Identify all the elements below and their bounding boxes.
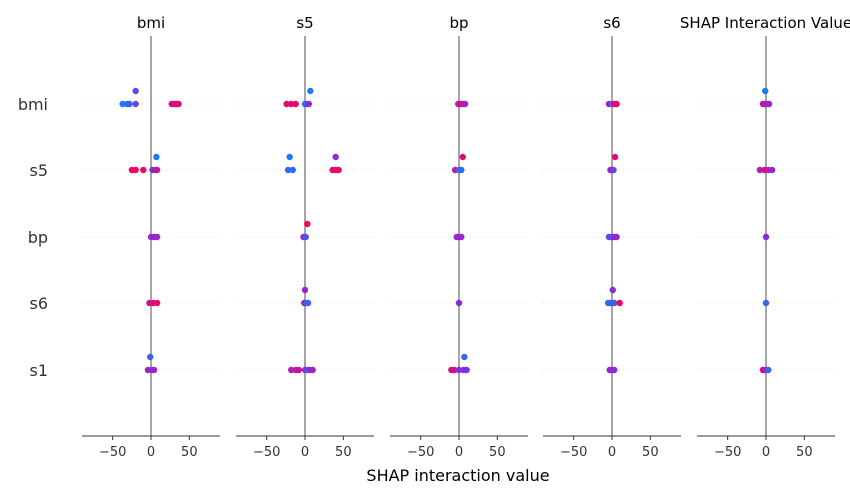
row-label-s5: s5 xyxy=(29,161,48,180)
x-tick-label: −50 xyxy=(407,445,434,460)
x-tick-label: 0 xyxy=(301,445,309,460)
x-tick-label: 50 xyxy=(335,445,352,460)
data-point xyxy=(762,299,770,307)
data-point xyxy=(301,286,309,294)
data-point xyxy=(459,153,467,161)
data-point xyxy=(616,299,623,307)
x-tick-label: 50 xyxy=(489,445,506,460)
data-point xyxy=(119,100,126,108)
row-label-s1: s1 xyxy=(29,361,48,380)
panel-title-bp: bp xyxy=(449,14,468,32)
data-point xyxy=(153,166,161,174)
data-point xyxy=(140,166,147,174)
data-point xyxy=(153,153,160,161)
x-tick-label: 0 xyxy=(147,445,155,460)
data-point xyxy=(613,100,620,108)
panel-title-s5: s5 xyxy=(296,14,313,32)
data-point xyxy=(132,87,139,95)
data-point xyxy=(451,366,458,374)
data-point xyxy=(762,100,769,108)
panel-title-s6: s6 xyxy=(603,14,620,32)
row-label-bp: bp xyxy=(28,228,48,247)
data-point xyxy=(455,366,463,374)
data-point xyxy=(302,233,309,241)
data-point xyxy=(455,299,463,307)
x-tick-label: 50 xyxy=(642,445,659,460)
data-point xyxy=(132,166,139,174)
data-point xyxy=(611,299,618,307)
data-point xyxy=(305,100,313,108)
data-point xyxy=(762,87,769,95)
data-point xyxy=(461,100,469,108)
data-point xyxy=(284,166,292,174)
data-point xyxy=(132,100,139,108)
data-point xyxy=(309,366,316,374)
data-point xyxy=(335,166,342,174)
data-point xyxy=(153,233,161,241)
data-point xyxy=(611,366,618,374)
data-point xyxy=(332,153,339,161)
data-point xyxy=(295,366,303,374)
data-point xyxy=(768,166,776,174)
data-point xyxy=(286,153,293,161)
data-point xyxy=(307,87,314,95)
data-point xyxy=(611,153,619,161)
data-point xyxy=(288,366,295,374)
data-point xyxy=(126,100,133,108)
x-tick-label: 0 xyxy=(762,445,770,460)
data-point xyxy=(765,366,772,374)
data-point xyxy=(610,166,617,174)
data-point xyxy=(756,166,764,174)
data-point xyxy=(147,353,154,361)
x-tick-label: −50 xyxy=(714,445,741,460)
data-point xyxy=(153,299,161,307)
data-point xyxy=(289,166,296,174)
data-point xyxy=(609,286,616,294)
x-tick-label: −50 xyxy=(560,445,587,460)
data-point xyxy=(150,366,158,374)
data-point xyxy=(463,366,470,374)
chart-suptitle: SHAP Interaction Value xyxy=(680,14,850,32)
data-point xyxy=(175,100,182,108)
row-label-s6: s6 xyxy=(29,294,48,313)
data-point xyxy=(762,233,770,241)
data-point xyxy=(292,100,299,108)
x-tick-label: −50 xyxy=(99,445,126,460)
data-point xyxy=(304,220,311,228)
data-point xyxy=(458,166,465,174)
data-point xyxy=(304,299,312,307)
data-point xyxy=(458,233,465,241)
x-tick-label: 50 xyxy=(181,445,198,460)
row-label-bmi: bmi xyxy=(18,95,48,114)
data-point xyxy=(288,100,295,108)
x-axis-title: SHAP interaction value xyxy=(366,466,549,485)
data-point xyxy=(461,353,468,361)
x-tick-label: −50 xyxy=(253,445,280,460)
x-tick-label: 50 xyxy=(796,445,813,460)
x-tick-label: 0 xyxy=(608,445,616,460)
data-point xyxy=(613,233,620,241)
data-point xyxy=(283,100,290,108)
panel-title-bmi: bmi xyxy=(137,14,165,32)
x-tick-label: 0 xyxy=(455,445,463,460)
